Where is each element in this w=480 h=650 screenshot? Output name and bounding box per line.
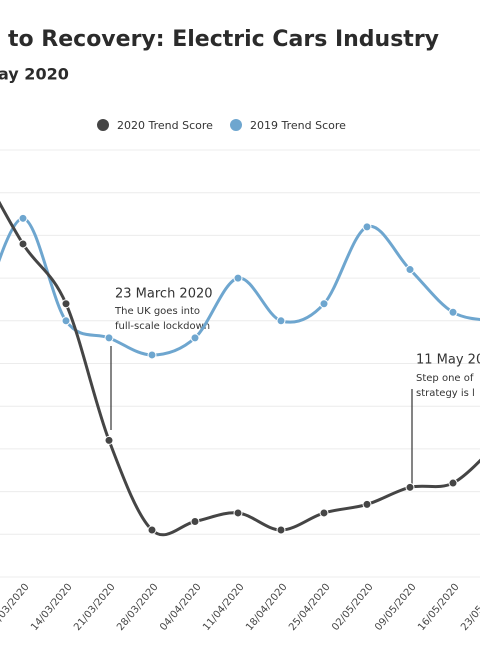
legend-label: 2019 Trend Score — [250, 119, 346, 132]
x-tick-label: 23/05/2020 — [459, 582, 480, 633]
chart-title: to Recovery: Electric Cars Industry — [8, 27, 439, 52]
x-tick-label: 18/04/2020 — [244, 582, 289, 633]
annotation-text: full-scale lockdown — [115, 321, 210, 332]
data-point — [18, 239, 28, 249]
annotation-text: The UK goes into — [114, 306, 200, 317]
x-tick-label: 16/05/2020 — [416, 582, 461, 633]
x-tick-label: 07/03/2020 — [0, 582, 32, 633]
data-point — [362, 499, 372, 509]
data-point — [190, 333, 200, 343]
data-point — [104, 333, 114, 343]
data-point — [362, 222, 372, 232]
annotation-text: Step one of — [416, 373, 474, 384]
data-point — [147, 350, 157, 360]
data-point — [190, 516, 200, 526]
chart-subtitle: ay 2020 — [0, 65, 69, 84]
x-tick-label: 25/04/2020 — [287, 582, 332, 633]
data-point — [233, 508, 243, 518]
series-line — [0, 200, 480, 537]
data-point — [319, 299, 329, 309]
annotation-title: 23 March 2020 — [115, 287, 213, 302]
data-point — [147, 525, 157, 535]
data-point — [405, 482, 415, 492]
data-point — [276, 525, 286, 535]
x-tick-label: 21/03/2020 — [72, 582, 117, 633]
data-point — [61, 316, 71, 326]
annotation-title: 11 May 20 — [416, 353, 480, 368]
legend-label: 2020 Trend Score — [117, 119, 213, 132]
x-tick-label: 02/05/2020 — [330, 582, 375, 633]
data-point — [405, 265, 415, 275]
data-point — [61, 299, 71, 309]
data-point — [18, 213, 28, 223]
data-point — [233, 273, 243, 283]
series-line — [0, 216, 480, 357]
legend-marker — [97, 119, 109, 131]
data-point — [319, 508, 329, 518]
data-point — [276, 316, 286, 326]
x-tick-label: 28/03/2020 — [115, 582, 160, 633]
x-tick-label: 11/04/2020 — [201, 582, 246, 633]
x-tick-label: 14/03/2020 — [29, 582, 74, 633]
data-point — [104, 435, 114, 445]
annotation-text: strategy is l — [416, 388, 475, 399]
data-point — [448, 478, 458, 488]
data-point — [448, 307, 458, 317]
legend-marker — [230, 119, 242, 131]
x-tick-label: 09/05/2020 — [373, 582, 418, 633]
x-tick-label: 04/04/2020 — [158, 582, 203, 633]
